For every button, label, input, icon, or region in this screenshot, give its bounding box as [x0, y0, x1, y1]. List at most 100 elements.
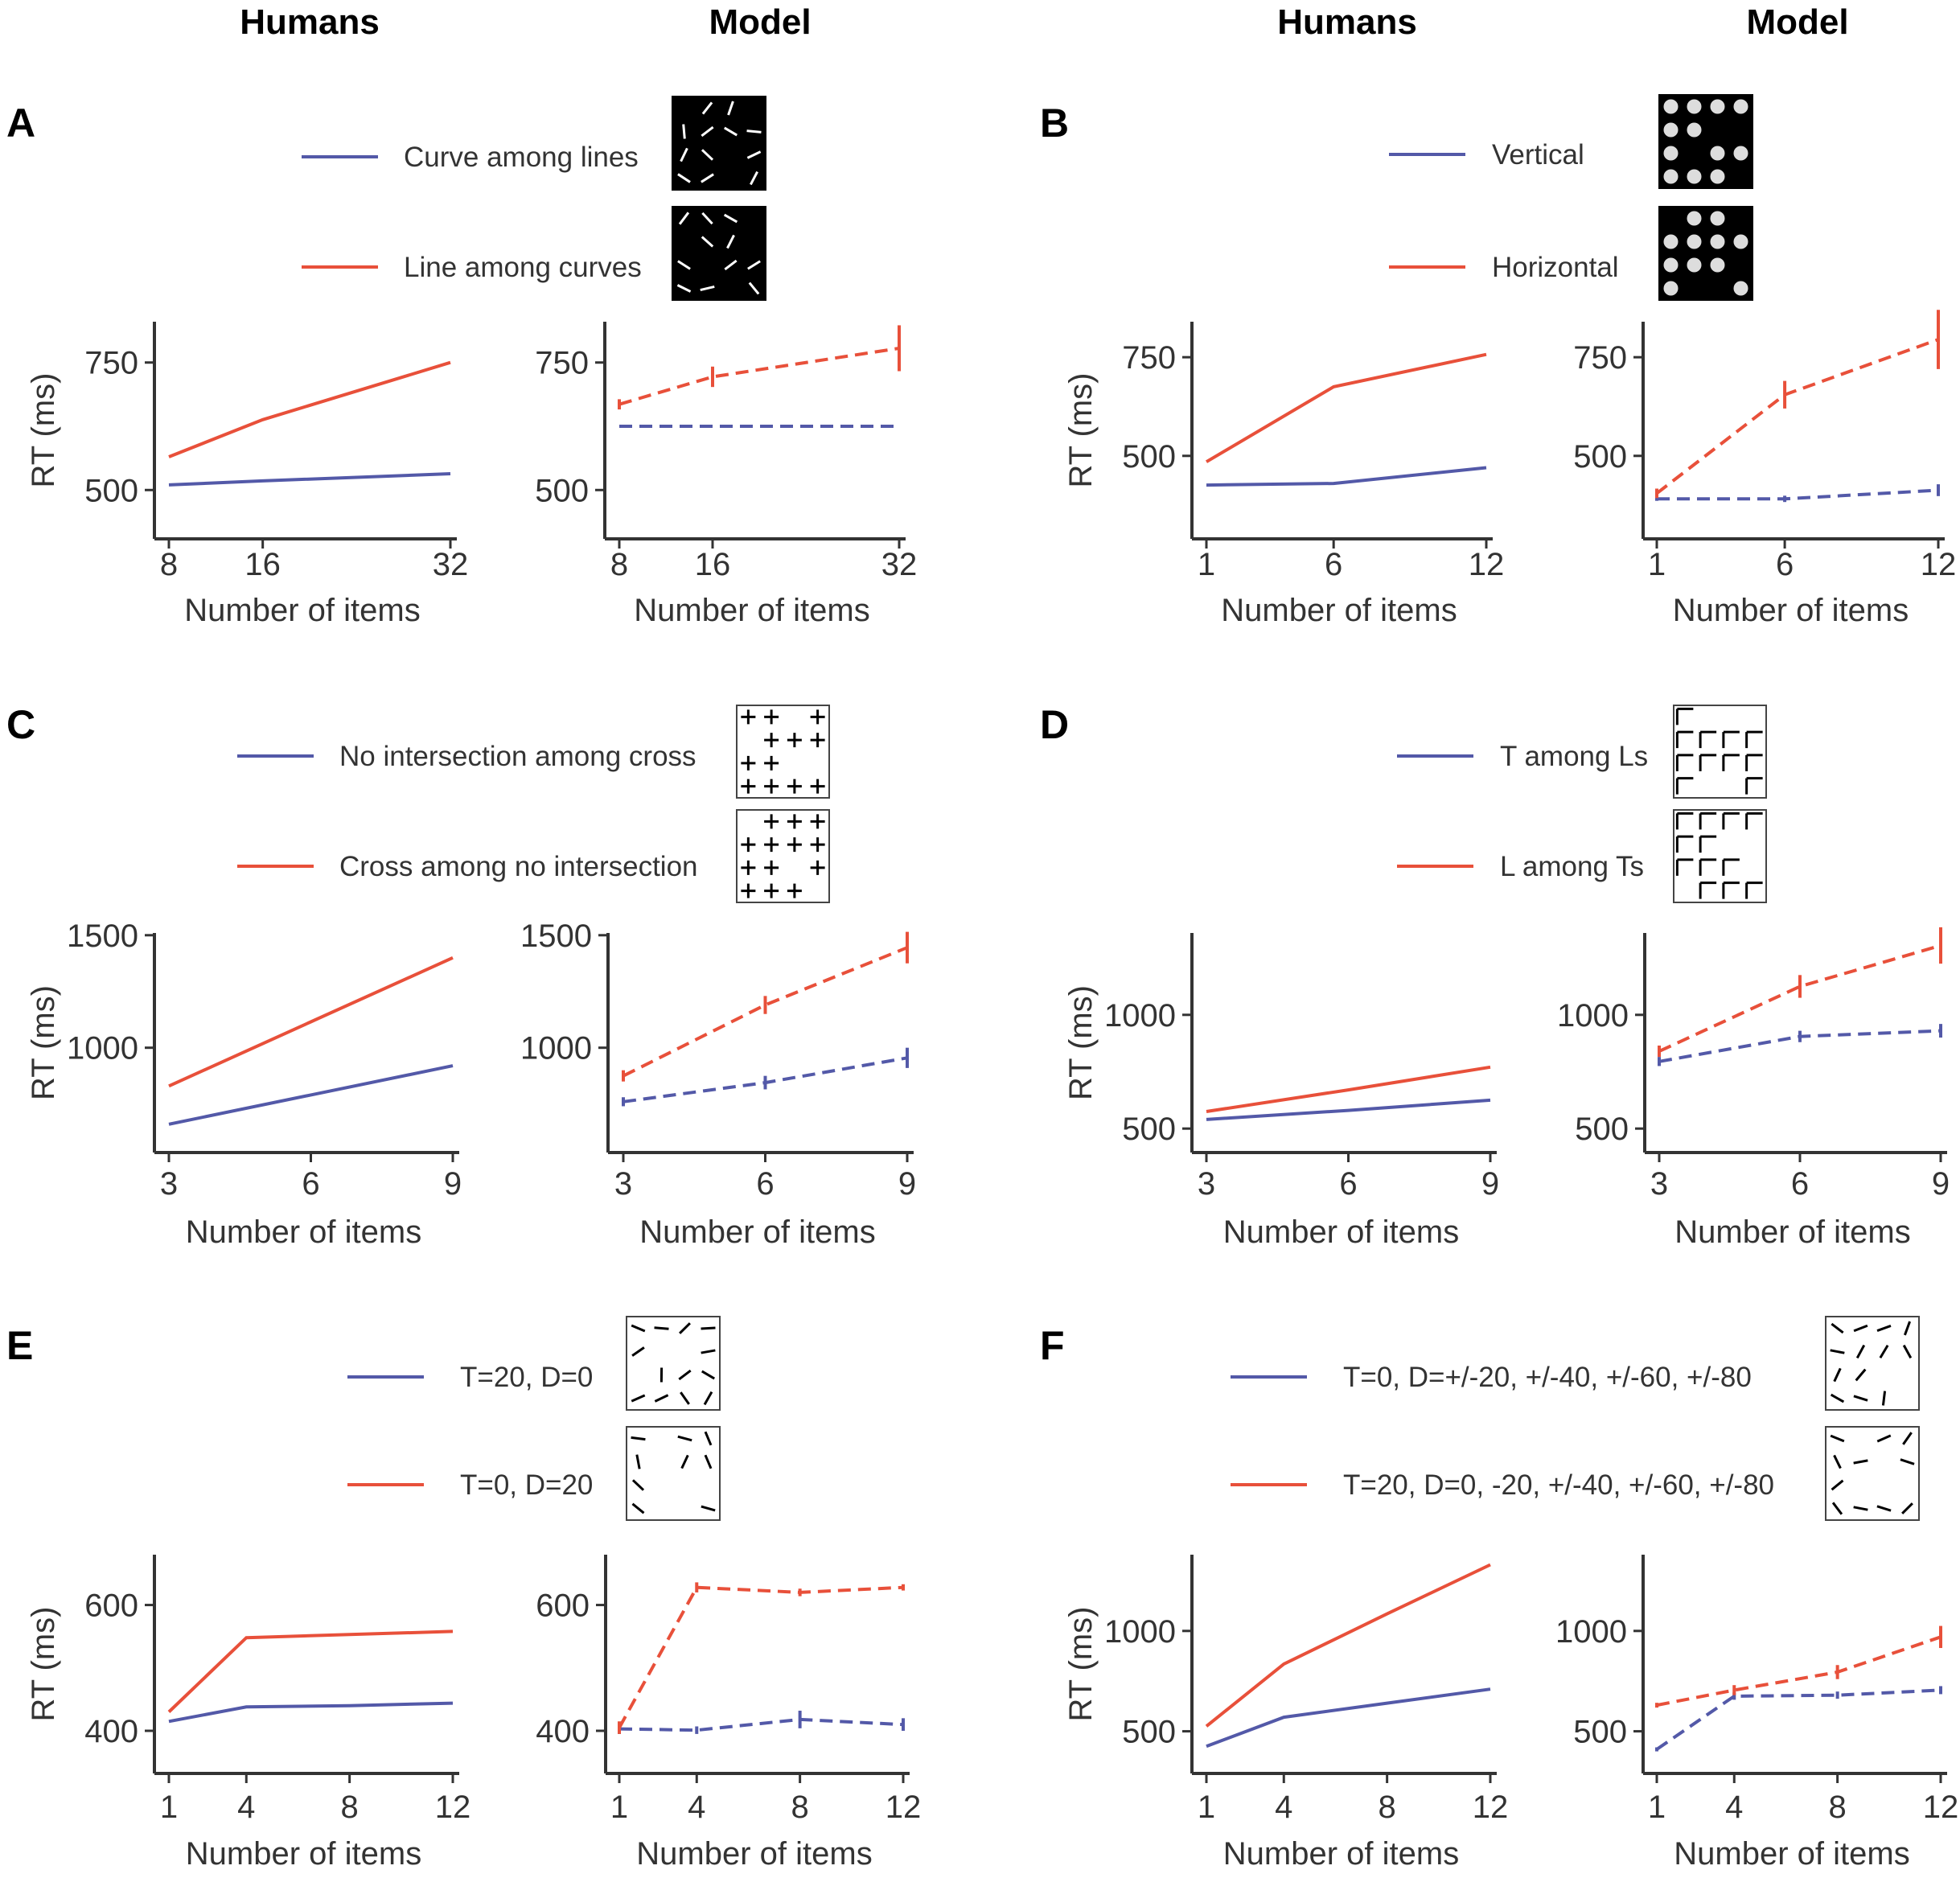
series-line-red — [618, 347, 900, 406]
y-tick-label: 1000 — [1555, 1614, 1627, 1650]
example-item — [701, 1505, 716, 1512]
y-tick-label: 1500 — [520, 918, 592, 954]
x-tick-label: 8 — [160, 547, 178, 582]
legend-label: L among Ts — [1500, 851, 1644, 882]
y-tick-label: 600 — [536, 1588, 590, 1624]
example-item — [1831, 1502, 1843, 1515]
no-intersection-among-cross-icon — [736, 705, 830, 799]
example-item — [764, 755, 779, 771]
example-item — [1663, 257, 1679, 273]
example-item — [631, 1479, 645, 1491]
chart-f-model: 500 1000 1 4 8 12 Number of items — [1555, 1555, 1958, 1872]
example-item — [1699, 858, 1717, 876]
example-item — [1745, 812, 1763, 830]
x-tick-label: 6 — [1776, 547, 1794, 582]
example-item — [1699, 730, 1717, 749]
column-title: Model — [1746, 2, 1848, 42]
example-item — [741, 883, 756, 898]
y-axis-label: RT (ms) — [26, 1607, 61, 1722]
series-line-blue — [1206, 1098, 1491, 1121]
chart-d-humans: 500 1000 3 6 9 Number of items RT (ms) — [1063, 933, 1499, 1250]
example-item — [723, 213, 738, 224]
x-tick-label: 8 — [610, 547, 628, 582]
y-tick-label: 750 — [84, 346, 138, 381]
example-item — [1722, 754, 1740, 771]
example-item — [1853, 1459, 1868, 1465]
example-item — [764, 779, 779, 794]
example-item — [701, 1370, 716, 1380]
example-item — [1853, 1506, 1868, 1511]
y-tick-label: 500 — [1122, 1112, 1176, 1147]
x-tick-label: 9 — [1481, 1166, 1499, 1202]
legend-label: T=20, D=0 — [460, 1362, 593, 1393]
example-item — [1831, 1322, 1844, 1334]
example-item — [764, 733, 779, 748]
x-tick-label: 6 — [1325, 547, 1342, 582]
example-item — [676, 284, 692, 293]
x-axis-label: Number of items — [186, 1214, 421, 1250]
x-tick-label: 16 — [244, 547, 281, 582]
example-item — [741, 755, 756, 771]
column-title: Model — [709, 2, 811, 42]
x-tick-label: 9 — [1932, 1166, 1950, 1202]
example-item — [1710, 99, 1725, 114]
example-item — [810, 779, 825, 794]
panel-letter: A — [6, 101, 35, 146]
example-frame — [1673, 705, 1767, 799]
series-line-red — [1206, 1065, 1491, 1113]
example-item — [1855, 1344, 1866, 1359]
x-axis-label: Number of items — [636, 1836, 872, 1872]
y-axis-label: RT (ms) — [1063, 373, 1099, 488]
example-item — [724, 259, 738, 271]
x-tick-label: 4 — [688, 1790, 705, 1825]
vertical-shading-icon — [1658, 94, 1753, 189]
example-item — [1675, 812, 1694, 830]
example-item — [1663, 234, 1679, 249]
example-item — [810, 814, 825, 829]
example-item — [1900, 1458, 1915, 1465]
example-item — [1687, 169, 1702, 184]
example-item — [746, 150, 762, 159]
example-item — [1687, 257, 1702, 273]
x-axis-label: Number of items — [184, 593, 420, 628]
y-tick-label: 1000 — [520, 1031, 592, 1066]
panel-letter: B — [1040, 101, 1069, 146]
x-axis-label: Number of items — [1673, 593, 1909, 628]
example-item — [1663, 122, 1679, 138]
example-item — [1687, 122, 1702, 138]
y-tick-label: 400 — [536, 1714, 590, 1749]
y-tick-label: 750 — [1122, 340, 1176, 376]
legend-label: Vertical — [1492, 139, 1584, 171]
example-item — [678, 1369, 692, 1381]
example-item — [677, 260, 691, 270]
example-item — [1733, 146, 1748, 161]
panel-letter: D — [1040, 702, 1069, 747]
example-item — [1853, 1395, 1868, 1402]
y-tick-label: 400 — [84, 1714, 138, 1749]
x-tick-label: 1 — [160, 1790, 178, 1825]
example-item — [1722, 858, 1740, 876]
example-frame — [626, 1426, 721, 1521]
series-line-red — [168, 360, 451, 458]
series-line-blue — [1657, 488, 1939, 501]
legend-label: T=20, D=0, -20, +/-40, +/-60, +/-80 — [1343, 1469, 1774, 1501]
example-item — [701, 173, 714, 183]
example-item — [701, 1326, 716, 1330]
example-item — [1675, 707, 1694, 725]
example-item — [1663, 146, 1679, 161]
example-item — [787, 814, 802, 829]
example-item — [787, 733, 802, 748]
example-item — [635, 1454, 641, 1469]
legend-label: Curve among lines — [404, 142, 639, 173]
example-item — [1699, 835, 1717, 853]
x-tick-label: 12 — [435, 1790, 471, 1825]
example-item — [701, 236, 714, 248]
example-item — [787, 779, 802, 794]
example-item — [1733, 99, 1748, 114]
curve-among-lines-icon — [672, 96, 766, 191]
y-tick-label: 500 — [1122, 439, 1176, 475]
example-item — [1687, 234, 1702, 249]
example-frame — [1673, 809, 1767, 903]
example-item — [1733, 281, 1748, 296]
